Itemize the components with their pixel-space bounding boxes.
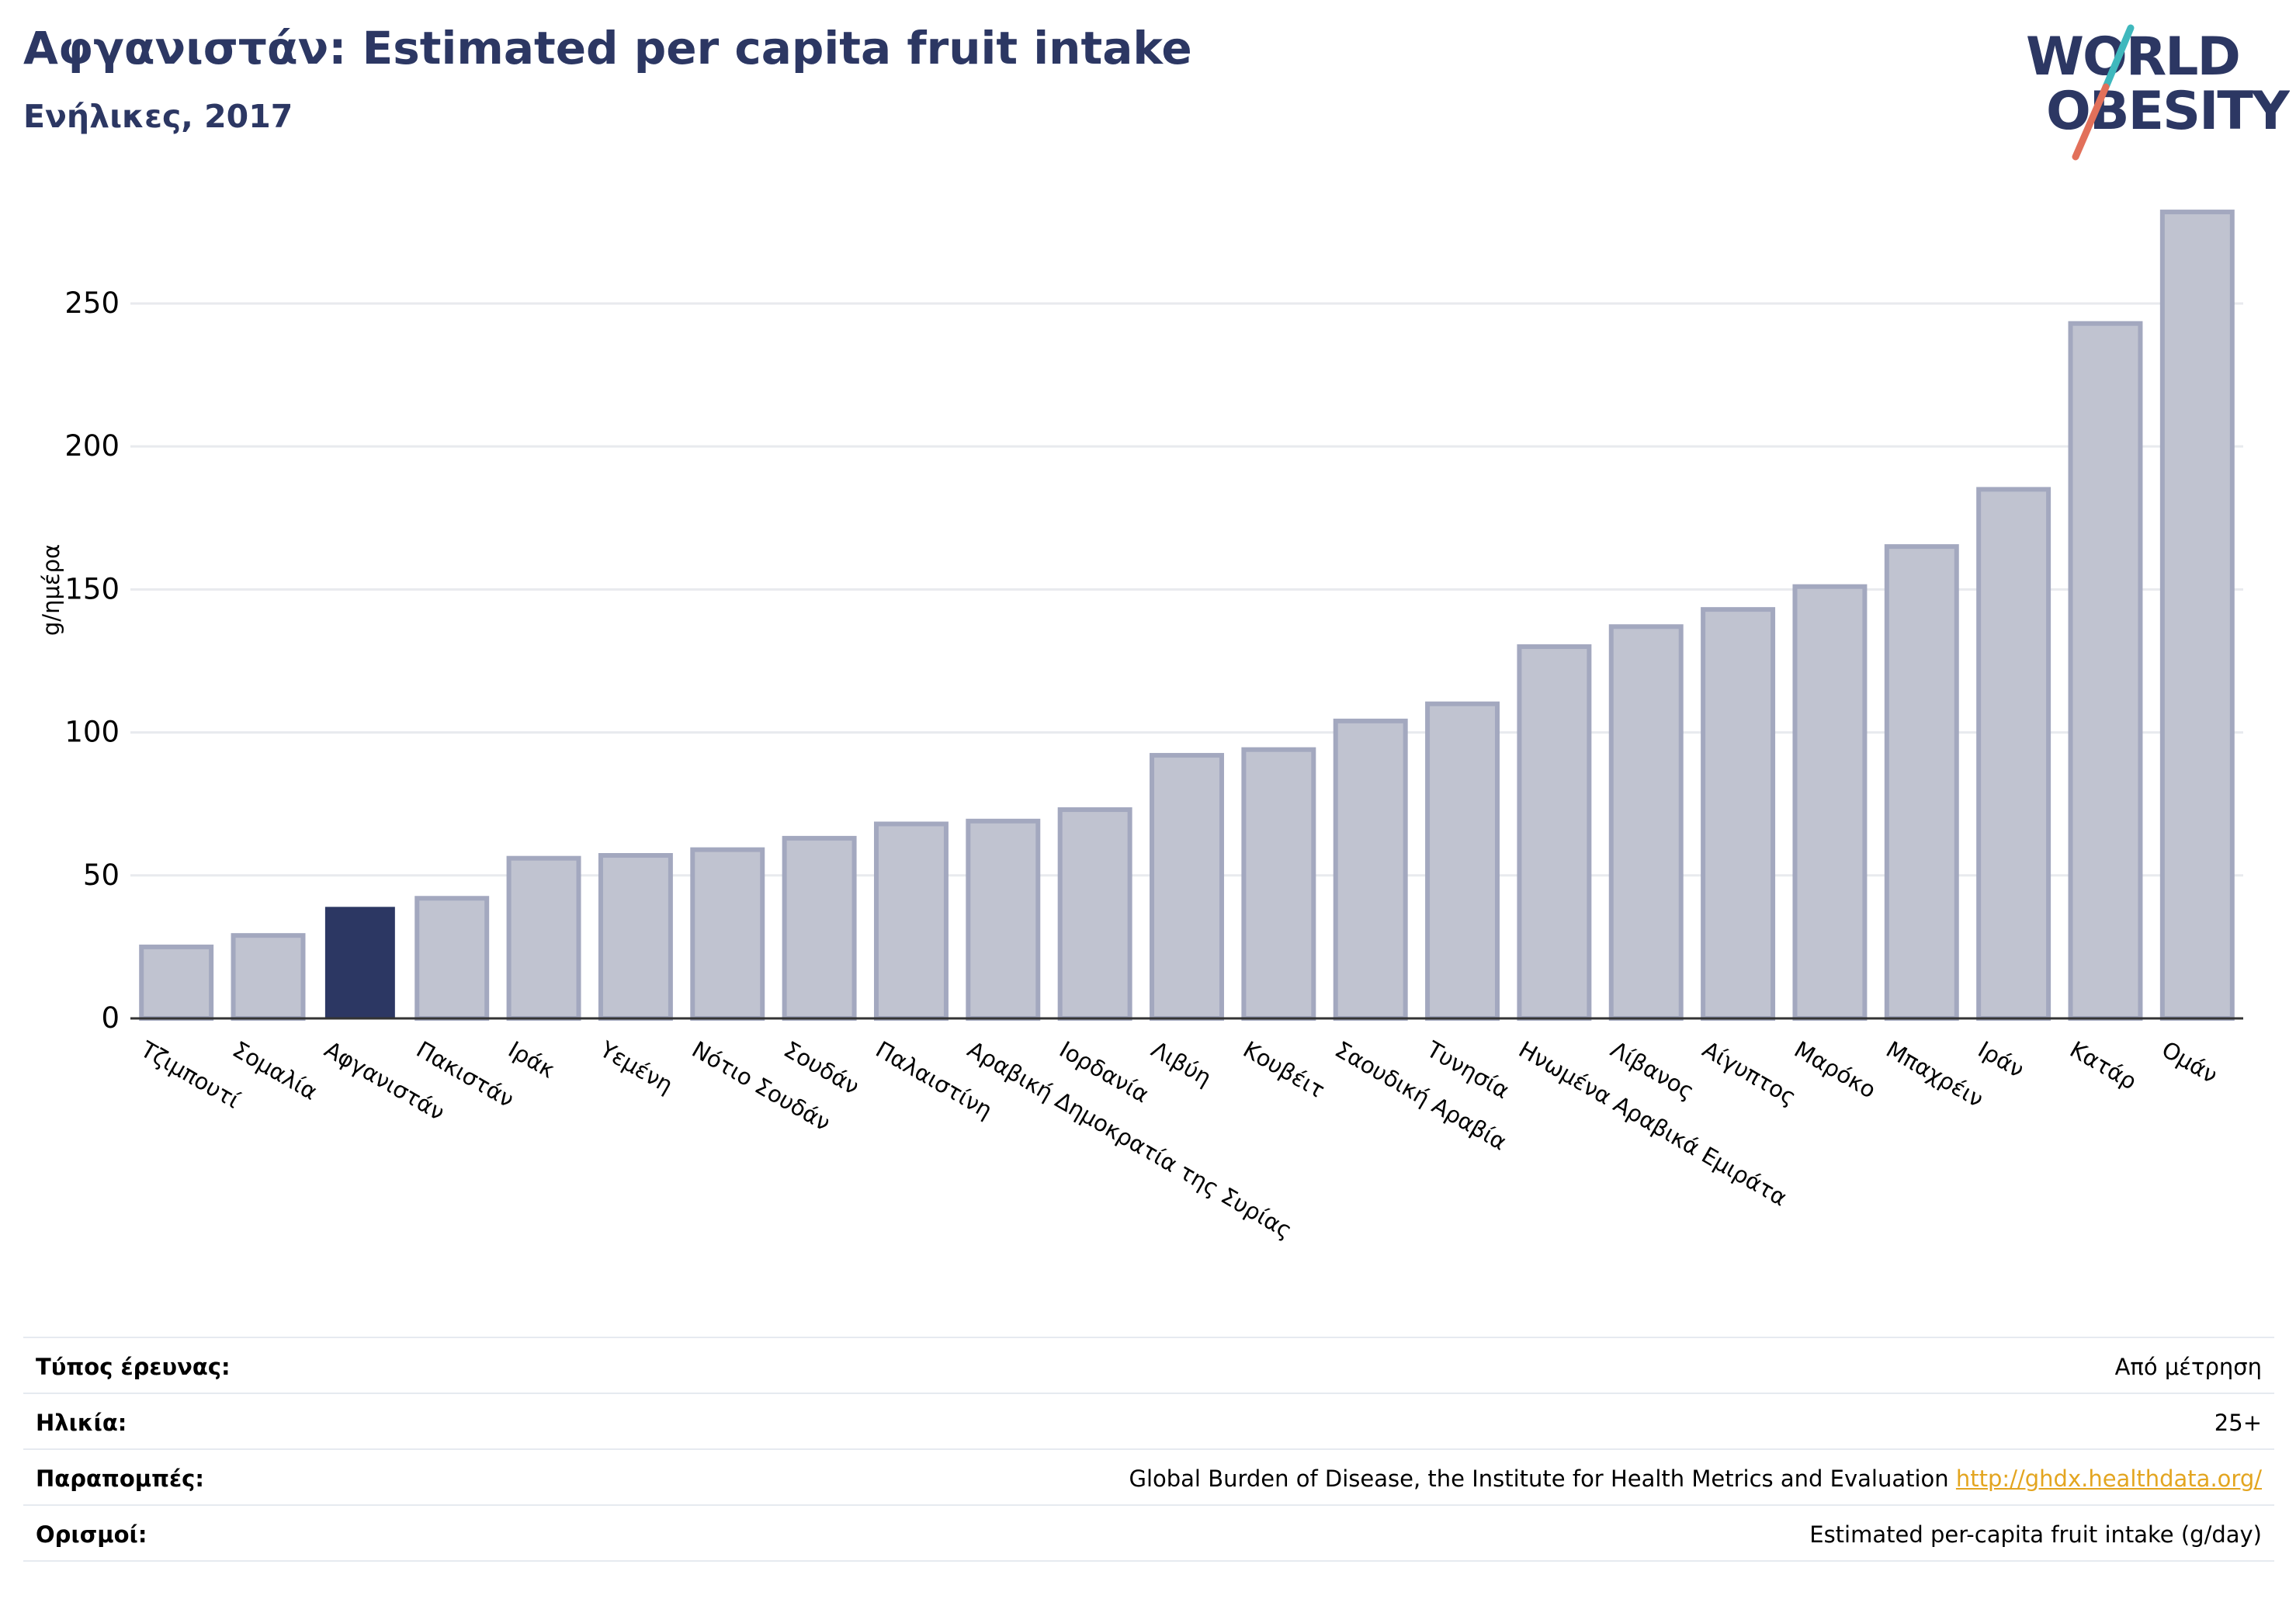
x-tick-label: Λιβύη	[1147, 1036, 1216, 1091]
info-row-references: Παραπομπές: Global Burden of Disease, th…	[23, 1448, 2274, 1504]
x-tick-label: Αραβική Δημοκρατία της Συρίας	[963, 1036, 1297, 1244]
bar[interactable]	[598, 853, 673, 1021]
y-tick-label: 100	[64, 716, 120, 749]
y-tick-label: 200	[64, 429, 120, 463]
bar[interactable]	[1884, 544, 1959, 1021]
x-tick-label: Κουβέιτ	[1239, 1036, 1330, 1104]
bar[interactable]	[1057, 807, 1132, 1021]
reference-text: Global Burden of Disease, the Institute …	[1129, 1465, 1949, 1492]
info-label: Ηλικία:	[36, 1410, 127, 1436]
world-obesity-logo: WORLD OBESITY	[2026, 24, 2290, 161]
bar[interactable]	[690, 847, 765, 1021]
bar[interactable]	[873, 821, 949, 1021]
bar[interactable]	[2159, 210, 2235, 1021]
info-label: Τύπος έρευνας:	[36, 1354, 231, 1380]
bar[interactable]	[231, 933, 306, 1021]
info-table: Τύπος έρευνας: Από μέτρηση Ηλικία: 25+ Π…	[23, 1337, 2274, 1562]
y-tick-labels: 0 50 100 150 200 250	[64, 286, 120, 1035]
bars	[139, 210, 2235, 1021]
bar-chart: 0 50 100 150 200 250 ΤζιμπουτίΣομαλίαΑφγανιστ…	[38, 210, 2243, 1243]
x-tick-label: Ιράκ	[504, 1036, 560, 1084]
bar[interactable]	[782, 835, 857, 1021]
info-value: Global Burden of Disease, the Institute …	[1129, 1465, 2262, 1492]
x-tick-label: Κατάρ	[2065, 1036, 2142, 1095]
x-tick-label: Μαρόκο	[1790, 1036, 1881, 1104]
y-tick-label: 50	[83, 858, 120, 892]
info-row-survey-type: Τύπος έρευνας: Από μέτρηση	[23, 1337, 2274, 1393]
bar[interactable]	[414, 896, 490, 1021]
bar[interactable]	[506, 855, 581, 1021]
x-tick-label: Ιράν	[1974, 1036, 2029, 1084]
chart-subtitle: Ενήλικες, 2017	[23, 98, 293, 135]
info-label: Ορισμοί:	[36, 1521, 147, 1548]
chart-title: Αφγανιστάν: Estimated per capita fruit i…	[23, 22, 1192, 75]
x-tick-label: Τζιμπουτί	[136, 1035, 245, 1114]
bar[interactable]	[1517, 644, 1592, 1021]
bar[interactable]	[1425, 701, 1500, 1021]
logo-slash-top	[2102, 24, 2135, 91]
bar[interactable]	[1333, 718, 1408, 1021]
info-value: Από μέτρηση	[2114, 1354, 2262, 1380]
bar[interactable]	[1608, 624, 1684, 1021]
x-tick-label: Υεμένη	[595, 1035, 678, 1098]
info-value: Estimated per-capita fruit intake (g/day…	[1809, 1521, 2262, 1548]
info-row-age: Ηλικία: 25+	[23, 1393, 2274, 1448]
info-label: Παραπομπές:	[36, 1465, 204, 1492]
x-tick-label: Σομαλία	[228, 1036, 322, 1105]
x-tick-label: Ομάν	[2157, 1036, 2221, 1089]
info-row-definitions: Ορισμοί: Estimated per-capita fruit inta…	[23, 1504, 2274, 1562]
x-tick-label: Σαουδική Αραβία	[1330, 1036, 1511, 1156]
bar[interactable]	[1792, 584, 1868, 1021]
bar[interactable]	[324, 907, 395, 1018]
bar[interactable]	[1241, 747, 1316, 1021]
bar[interactable]	[2068, 321, 2143, 1021]
x-tick-label: Μπαχρέιν	[1882, 1036, 1988, 1113]
y-tick-label: 250	[64, 286, 120, 320]
x-tick-label: Αίγυπτος	[1698, 1036, 1801, 1111]
y-tick-label: 0	[101, 1001, 120, 1035]
info-value: 25+	[2214, 1410, 2262, 1436]
bar[interactable]	[139, 944, 214, 1021]
bar[interactable]	[1976, 487, 2051, 1021]
logo-text-world: WORLD	[2026, 26, 2239, 88]
y-axis-label: g/ημέρα	[38, 544, 64, 636]
bar[interactable]	[966, 818, 1041, 1021]
reference-link[interactable]: http://ghdx.healthdata.org/	[1955, 1465, 2262, 1492]
y-tick-label: 150	[64, 572, 120, 605]
bar[interactable]	[1701, 607, 1776, 1021]
logo-slash-bottom	[2072, 83, 2110, 161]
bar[interactable]	[1150, 753, 1224, 1021]
